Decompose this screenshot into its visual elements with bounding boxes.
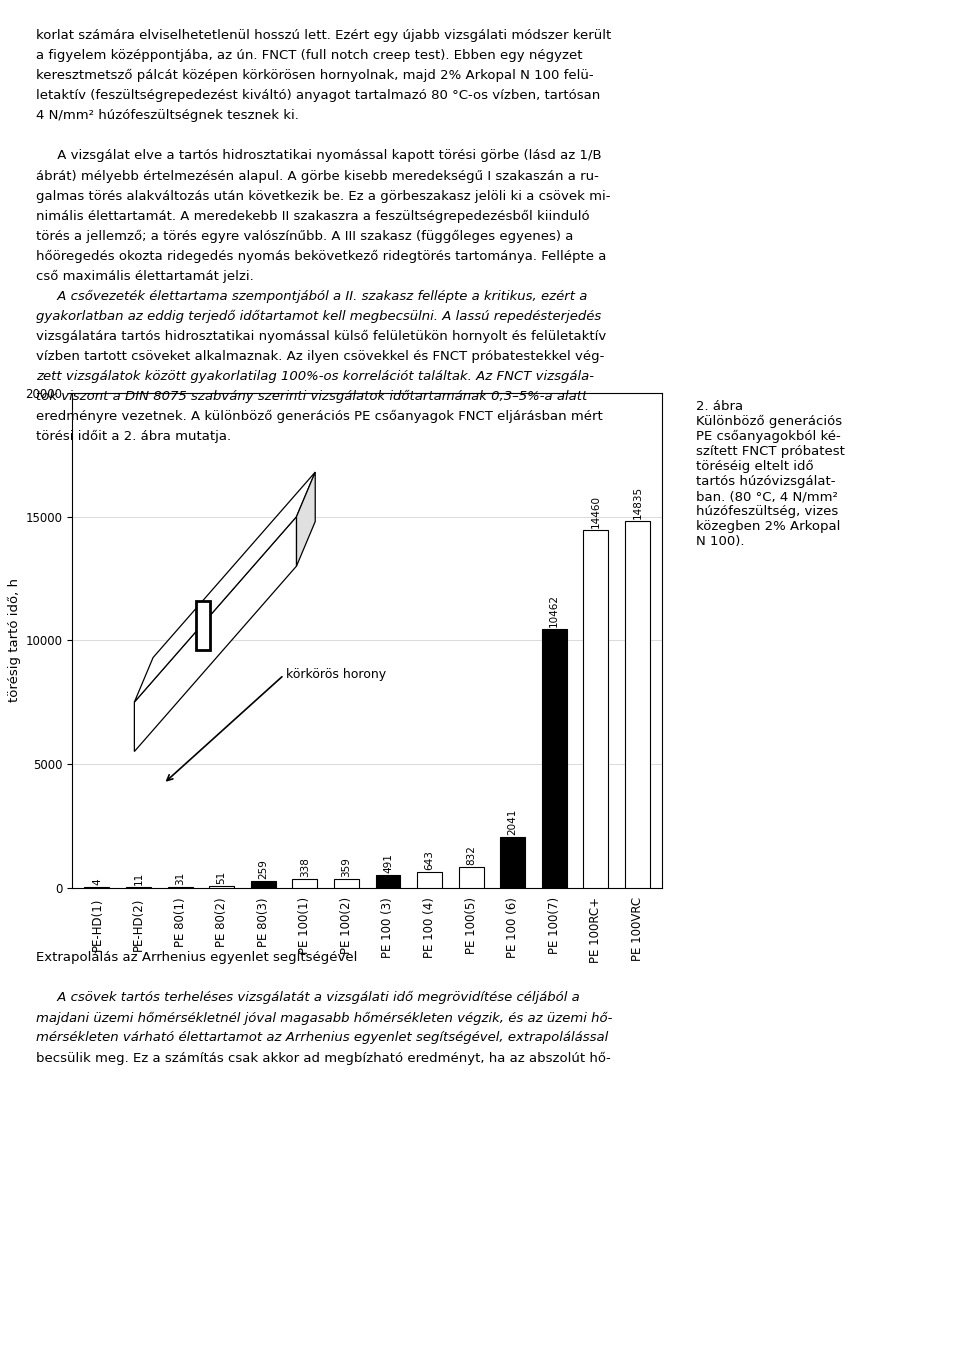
Text: nimális élettartamát. A meredekebb II szakaszra a feszültségrepedezésből kiindul: nimális élettartamát. A meredekebb II sz…	[36, 210, 590, 222]
Text: törési időit a 2. ábra mutatja.: törési időit a 2. ábra mutatja.	[36, 431, 231, 443]
Bar	[541, 629, 566, 888]
Bar	[251, 881, 276, 888]
Polygon shape	[134, 472, 315, 702]
Text: galmas törés alakváltozás után következik be. Ez a görbeszakasz jelöli ki a csöv: galmas törés alakváltozás után következi…	[36, 190, 611, 202]
Bar	[459, 867, 484, 888]
Text: 4 N/mm² húzófeszültségnek tesznek ki.: 4 N/mm² húzófeszültségnek tesznek ki.	[36, 110, 300, 122]
Text: A csövek tartós terheléses vizsgálatát a vizsgálati idő megrövidítése céljából a: A csövek tartós terheléses vizsgálatát a…	[36, 992, 580, 1004]
Text: 31: 31	[175, 871, 185, 885]
Text: hőöregedés okozta ridegedés nyomás bekövetkező ridegtörés tartománya. Fellépte a: hőöregedés okozta ridegedés nyomás beköv…	[36, 249, 607, 263]
Text: tok viszont a DIN 8075 szabvány szerinti vizsgálatok időtartamának 0,3–5%-a alat: tok viszont a DIN 8075 szabvány szerinti…	[36, 390, 588, 404]
Bar	[375, 875, 400, 888]
Text: letaktív (feszültségrepedezést kiváltó) anyagot tartalmazó 80 °C-os vízben, tart: letaktív (feszültségrepedezést kiváltó) …	[36, 89, 601, 102]
Text: vizsgálatára tartós hidrosztatikai nyomással külső felületükön hornyolt és felül: vizsgálatára tartós hidrosztatikai nyomá…	[36, 331, 607, 343]
Text: 259: 259	[258, 859, 268, 879]
Text: 11: 11	[133, 873, 144, 885]
Text: 338: 338	[300, 858, 310, 877]
Text: cső maximális élettartamát jelzi.: cső maximális élettartamát jelzi.	[36, 270, 254, 283]
Text: 643: 643	[424, 850, 435, 870]
Text: becsülik meg. Ez a számítás csak akkor ad megbízható eredményt, ha az abszolút h: becsülik meg. Ez a számítás csak akkor a…	[36, 1051, 612, 1065]
Text: 832: 832	[467, 846, 476, 864]
Text: keresztmetsző pálcát középen körkörösen hornyolnak, majd 2% Arkopal N 100 felü-: keresztmetsző pálcát középen körkörösen …	[36, 69, 594, 83]
Text: Extrapolálás az Arrhenius egyenlet segítségével: Extrapolálás az Arrhenius egyenlet segít…	[36, 951, 358, 965]
Text: 4: 4	[92, 879, 102, 885]
Text: törés a jellemző; a törés egyre valószínűbb. A III szakasz (függőleges egyenes) : törés a jellemző; a törés egyre valószín…	[36, 230, 574, 243]
Text: mérsékleten várható élettartamot az Arrhenius egyenlet segítségével, extrapolálá: mérsékleten várható élettartamot az Arrh…	[36, 1031, 609, 1045]
Text: vízben tartott csöveket alkalmaznak. Az ilyen csövekkel és FNCT próbatestekkel v: vízben tartott csöveket alkalmaznak. Az …	[36, 350, 605, 363]
Polygon shape	[134, 516, 297, 752]
Text: korlat számára elviselhetetlenül hosszú lett. Ezért egy újabb vizsgálati módszer: korlat számára elviselhetetlenül hosszú …	[36, 28, 612, 42]
Bar	[293, 879, 318, 888]
Y-axis label: törésig tartó idő, h: törésig tartó idő, h	[8, 579, 21, 702]
Text: majdani üzemi hőmérsékletnél jóval magasabb hőmérsékleten végzik, és az üzemi hő: majdani üzemi hőmérsékletnél jóval magas…	[36, 1011, 612, 1024]
Polygon shape	[297, 472, 315, 566]
Bar	[500, 837, 525, 888]
Bar	[417, 871, 442, 888]
Text: 51: 51	[217, 871, 227, 885]
Text: a figyelem középpontjába, az ún. FNCT (full notch creep test). Ebben egy négyzet: a figyelem középpontjába, az ún. FNCT (f…	[36, 49, 583, 62]
Text: eredményre vezetnek. A különböző generációs PE csőanyagok FNCT eljárásban mért: eredményre vezetnek. A különböző generác…	[36, 411, 603, 423]
Bar	[334, 878, 359, 888]
Text: 359: 359	[342, 856, 351, 877]
Text: 2041: 2041	[508, 809, 517, 835]
Bar	[625, 520, 650, 888]
Text: A csővezeték élettartama szempontjából a II. szakasz fellépte a kritikus, ezért : A csővezeték élettartama szempontjából a…	[36, 290, 588, 304]
Text: gyakorlatban az eddig terjedő időtartamot kell megbecsülni. A lassú repedésterje: gyakorlatban az eddig terjedő időtartamo…	[36, 310, 602, 322]
Text: zett vizsgálatok között gyakorlatilag 100%-os korrelációt találtak. Az FNCT vizs: zett vizsgálatok között gyakorlatilag 10…	[36, 370, 594, 383]
Text: ábrát) mélyebb értelmezésén alapul. A görbe kisebb meredekségű I szakaszán a ru-: ábrát) mélyebb értelmezésén alapul. A gö…	[36, 169, 599, 183]
Text: A vizsgálat elve a tartós hidrosztatikai nyomással kapott törési görbe (lásd az : A vizsgálat elve a tartós hidrosztatikai…	[36, 149, 602, 163]
Text: körkörös horony: körkörös horony	[286, 668, 386, 682]
Polygon shape	[196, 600, 210, 650]
Text: 14835: 14835	[633, 485, 642, 519]
Text: 491: 491	[383, 854, 393, 874]
Text: 2. ábra
Különböző generációs
PE csőanyagokból ké-
szített FNCT próbatest
töréséi: 2. ábra Különböző generációs PE csőanyag…	[696, 400, 845, 549]
Bar	[584, 530, 609, 888]
Text: 14460: 14460	[590, 495, 601, 528]
Text: 10462: 10462	[549, 593, 560, 627]
